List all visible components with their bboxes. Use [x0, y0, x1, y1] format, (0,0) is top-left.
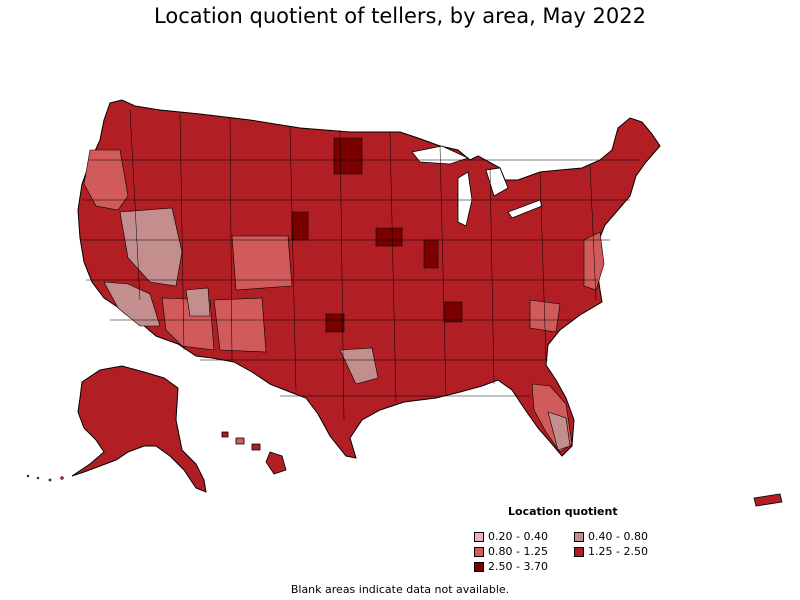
alaska [26, 365, 207, 493]
legend-swatch [574, 532, 584, 542]
aleutian-island [48, 478, 52, 482]
aleutian-island [36, 476, 40, 480]
hawaii-big-island [265, 451, 287, 475]
region-great-basin [119, 207, 183, 287]
legend-title: Location quotient [508, 505, 618, 518]
area-boundaries [80, 109, 640, 421]
region-southern-california [103, 281, 161, 327]
legend-label: 0.40 - 0.80 [588, 530, 648, 543]
region-texas-east [339, 347, 379, 385]
region-illinois [423, 239, 439, 269]
puerto-rico [753, 493, 783, 507]
region-tennessee [443, 301, 463, 323]
legend-swatch [474, 562, 484, 572]
map-title: Location quotient of tellers, by area, M… [154, 4, 646, 28]
legend-swatch [574, 547, 584, 557]
region-oklahoma [325, 313, 345, 333]
lake-michigan [457, 171, 473, 227]
lake-huron [485, 167, 509, 197]
lake-erie [507, 199, 543, 219]
us-mainland-shape [77, 99, 661, 459]
legend-label: 0.20 - 0.40 [488, 530, 548, 543]
region-florida-south [547, 411, 571, 451]
hawaii-maui [251, 443, 261, 451]
region-iowa [375, 227, 403, 247]
region-western-nebraska [291, 211, 309, 241]
hawaii-oahu [235, 437, 245, 445]
hawaii [221, 431, 287, 475]
legend-swatch [474, 532, 484, 542]
legend: Location quotient 0.20 - 0.40 0.40 - 0.8… [470, 505, 670, 577]
alaska-shape [71, 365, 207, 493]
contiguous-us [77, 99, 661, 459]
region-pacific-coast [83, 149, 129, 211]
legend-label: 2.50 - 3.70 [488, 560, 548, 573]
puerto-rico-shape [753, 493, 783, 507]
hawaii-kauai [221, 431, 229, 438]
footnote: Blank areas indicate data not available. [290, 583, 510, 596]
aleutian-island [60, 476, 64, 480]
region-colorado [231, 235, 293, 291]
region-south-carolina [529, 299, 561, 333]
region-east-coast [583, 231, 605, 291]
aleutian-island [26, 474, 30, 478]
legend-label: 1.25 - 2.50 [588, 545, 648, 558]
region-north-dakota [333, 137, 363, 175]
legend-label: 0.80 - 1.25 [488, 545, 548, 558]
legend-swatch [474, 547, 484, 557]
region-albuquerque [185, 287, 211, 317]
region-new-mexico [213, 297, 267, 353]
